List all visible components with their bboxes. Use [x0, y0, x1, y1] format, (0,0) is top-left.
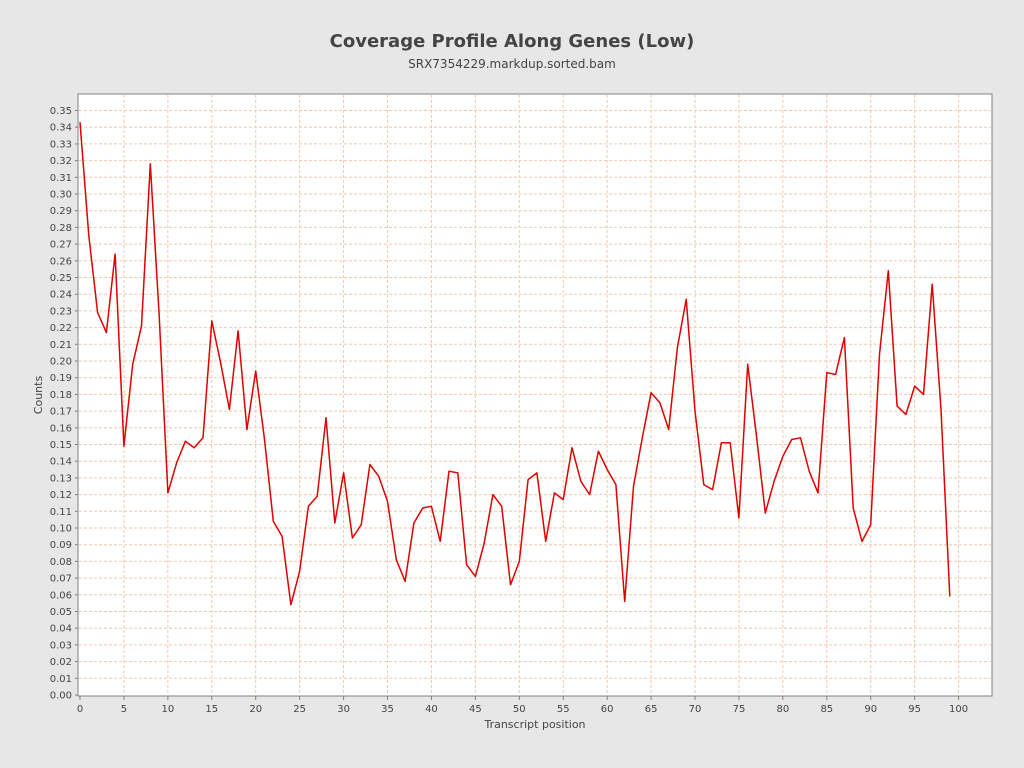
x-tick-label: 35 [381, 704, 394, 715]
y-tick-label: 0.14 [50, 457, 72, 468]
series-layer [79, 122, 951, 606]
x-tick-label: 25 [293, 704, 306, 715]
x-tick-label: 50 [513, 704, 526, 715]
x-tick-label: 30 [337, 704, 350, 715]
y-tick-label: 0.32 [50, 156, 72, 167]
x-tick-label: 55 [557, 704, 570, 715]
y-tick-label: 0.01 [50, 674, 72, 685]
y-tick-label: 0.16 [50, 423, 72, 434]
y-tick-label: 0.15 [50, 440, 72, 451]
x-tick-label: 40 [425, 704, 438, 715]
x-tick-label: 85 [820, 704, 833, 715]
y-tick-label: 0.29 [50, 206, 72, 217]
y-tick-label: 0.30 [50, 190, 72, 201]
y-tick-label: 0.25 [50, 273, 72, 284]
y-tick-label: 0.10 [50, 524, 72, 535]
y-tick-label: 0.12 [50, 490, 72, 501]
y-tick-label: 0.17 [50, 407, 72, 418]
x-tick-label: 60 [601, 704, 614, 715]
x-tick-label: 65 [645, 704, 658, 715]
y-axis-label: Counts [32, 376, 45, 415]
y-tick-label: 0.20 [50, 357, 72, 368]
x-tick-label: 0 [77, 704, 83, 715]
x-tick-label: 10 [161, 704, 174, 715]
y-tick-label: 0.27 [50, 240, 72, 251]
y-tick-label: 0.18 [50, 390, 72, 401]
axes: 0.00 0.01 0.02 0.03 0.04 0.05 0.06 0.07 0.08 0.09… [50, 106, 968, 715]
y-tick-label: 0.19 [50, 373, 72, 384]
y-tick-label: 0.09 [50, 540, 72, 551]
y-tick-label: 0.00 [50, 691, 72, 702]
x-tick-label: 100 [949, 704, 968, 715]
x-tick-label: 80 [777, 704, 790, 715]
y-tick-label: 0.05 [50, 607, 72, 618]
y-tick-label: 0.26 [50, 256, 72, 267]
y-tick-label: 0.02 [50, 657, 72, 668]
y-tick-label: 0.33 [50, 139, 72, 150]
y-tick-label: 0.22 [50, 323, 72, 334]
y-tick-label: 0.06 [50, 590, 72, 601]
y-tick-label: 0.08 [50, 557, 72, 568]
x-tick-label: 5 [121, 704, 127, 715]
x-tick-label: 90 [864, 704, 877, 715]
x-tick-label: 95 [908, 704, 921, 715]
y-tick-label: 0.03 [50, 640, 72, 651]
y-tick-label: 0.13 [50, 473, 72, 484]
x-axis-label: Transcript position [483, 718, 585, 731]
y-tick-label: 0.24 [50, 290, 72, 301]
x-tick-label: 15 [205, 704, 218, 715]
chart-title: Coverage Profile Along Genes (Low) [329, 31, 695, 52]
chart-subtitle: SRX7354229.markdup.sorted.bam [408, 57, 616, 71]
x-tick-label: 20 [249, 704, 262, 715]
y-tick-label: 0.31 [50, 173, 72, 184]
y-tick-label: 0.11 [50, 507, 72, 518]
x-tick-label: 70 [689, 704, 702, 715]
y-tick-label: 0.35 [50, 106, 72, 117]
plot-area [77, 93, 993, 697]
y-tick-label: 0.34 [50, 123, 72, 134]
x-tick-label: 75 [733, 704, 746, 715]
x-tick-label: 45 [469, 704, 482, 715]
series-line-0 [79, 122, 951, 606]
y-tick-label: 0.28 [50, 223, 72, 234]
y-tick-label: 0.23 [50, 306, 72, 317]
y-tick-label: 0.07 [50, 574, 72, 585]
grid [79, 95, 991, 695]
y-tick-label: 0.04 [50, 624, 72, 635]
y-tick-label: 0.21 [50, 340, 72, 351]
